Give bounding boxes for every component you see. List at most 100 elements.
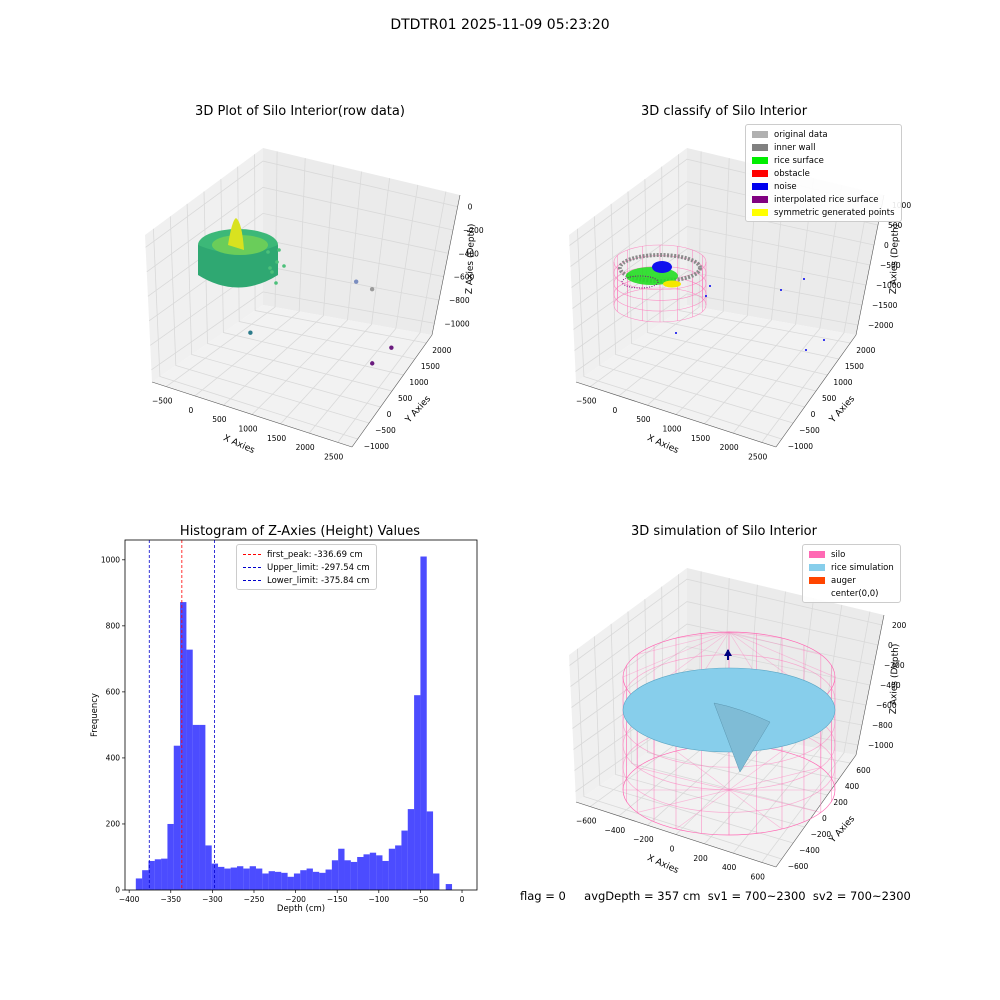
z-tick-label: −800 xyxy=(449,296,470,305)
z-tick-label: −1500 xyxy=(872,301,898,310)
y-gridline xyxy=(237,166,415,360)
legend-swatch xyxy=(809,590,825,597)
z-tick-label: 0 xyxy=(884,241,889,250)
z-gridline xyxy=(571,203,875,288)
y-tick-label: 2000 xyxy=(432,346,451,355)
back-pane xyxy=(263,148,460,335)
y-tick-label: 0 xyxy=(811,410,816,419)
silo-roof-spoke xyxy=(637,631,730,655)
y-gridline xyxy=(610,203,805,408)
legend-label: center(0,0) xyxy=(831,588,879,599)
legend-swatch xyxy=(752,157,768,164)
legend-swatch xyxy=(752,183,768,190)
noise-point xyxy=(709,285,711,287)
histogram-bar xyxy=(344,860,351,890)
panel2-title: 3D classify of Silo Interior xyxy=(640,104,808,119)
silo-roof-spoke xyxy=(728,631,836,678)
legend-swatch xyxy=(809,577,825,584)
x-tick-label: 2500 xyxy=(748,452,767,461)
noise-point xyxy=(675,332,677,334)
x-tick-label: 500 xyxy=(636,415,651,424)
z-tick-label: −600 xyxy=(876,701,897,710)
x-gridline xyxy=(732,184,843,434)
histogram-bar xyxy=(243,868,250,890)
y-tick-label: 200 xyxy=(833,798,848,807)
histogram-bar xyxy=(319,872,326,890)
histogram-bar xyxy=(218,866,225,890)
z-tick-label: −800 xyxy=(872,721,893,730)
legend-label: Upper_limit: -297.54 cm xyxy=(267,562,370,573)
y-gridline xyxy=(577,648,782,860)
histogram-bar xyxy=(350,861,358,890)
legend-swatch xyxy=(809,551,825,558)
x-tick-label: −300 xyxy=(202,895,223,904)
z-tick-label: −400 xyxy=(880,681,901,690)
y-tick-label: −500 xyxy=(375,426,396,435)
y-tick-label: 400 xyxy=(106,753,121,762)
z-tick-label: −500 xyxy=(880,261,901,270)
y-tick-label: 800 xyxy=(106,621,121,630)
x-gridline xyxy=(761,191,871,443)
y-tick-label: 500 xyxy=(398,394,413,403)
y-tick-label: 1500 xyxy=(845,362,864,371)
legend-label: symmetric generated points xyxy=(774,207,895,218)
legend-swatch xyxy=(752,131,768,138)
x-tick-label: 1000 xyxy=(238,425,257,434)
legend-item: Upper_limit: -297.54 cm xyxy=(243,561,370,574)
legend-label: first_peak: -336.69 cm xyxy=(267,549,363,560)
y-gridline xyxy=(254,154,427,344)
legend-swatch xyxy=(752,170,768,177)
x-tick-label: −50 xyxy=(412,895,428,904)
x-gridline xyxy=(223,164,334,406)
legend-item: center(0,0) xyxy=(809,587,894,600)
y-tick-label: 1000 xyxy=(833,378,852,387)
z-gridline xyxy=(572,646,871,729)
x-axis-label: X Axies xyxy=(646,853,681,876)
x-tick-label: −400 xyxy=(605,826,626,835)
x-gridline xyxy=(590,151,702,387)
x-tick-label: 1500 xyxy=(691,434,710,443)
x-gridline xyxy=(618,158,730,397)
y-gridline xyxy=(577,228,782,440)
scatter-point xyxy=(282,264,286,268)
panel3-histogram: −400 −350 −300 −250 −200 −150 −100 −50 0 0 200 400 6… xyxy=(90,539,478,914)
panel2-legend: original data inner wall rice surface obsta… xyxy=(745,124,902,222)
silo-floor-spoke xyxy=(728,789,783,830)
footer-stats: flag = 0 avgDepth = 357 cm sv1 = 700~230… xyxy=(520,889,911,903)
x-gridline xyxy=(194,158,306,397)
y-gridline xyxy=(678,154,851,344)
z-gridline xyxy=(571,623,875,708)
x-tick-label: −600 xyxy=(576,817,597,826)
peak-feature xyxy=(228,218,244,250)
scatter-point xyxy=(266,250,270,254)
legend-label: silo xyxy=(831,549,846,560)
footer-flag: flag = 0 xyxy=(520,889,566,903)
legend-line-swatch xyxy=(243,567,261,568)
histogram-bar xyxy=(331,860,339,890)
x-tick-label: 2000 xyxy=(296,443,315,452)
x-tick-label: −100 xyxy=(369,895,390,904)
histogram-bar xyxy=(148,860,155,890)
interpolated-surface xyxy=(621,275,659,289)
z-axis-line xyxy=(431,194,461,336)
x-tick-label: −200 xyxy=(633,835,654,844)
z-axis-label: Z Axies (Depth) xyxy=(465,224,477,295)
legend-item: rice simulation xyxy=(809,561,894,574)
histogram-bar xyxy=(199,724,206,890)
scatter-point xyxy=(270,270,274,274)
histogram-bar xyxy=(255,868,263,890)
histogram-bar xyxy=(249,866,256,890)
legend-swatch xyxy=(752,209,768,216)
legend-item: noise xyxy=(752,180,895,193)
y-axis-line xyxy=(775,334,857,448)
z-tick-label: 200 xyxy=(892,621,907,630)
x-axis-line xyxy=(575,801,777,868)
silo-floor-spoke xyxy=(637,789,730,813)
y-tick-label: 600 xyxy=(856,766,871,775)
y-tick-label: 1000 xyxy=(101,555,120,564)
histogram-bar xyxy=(167,823,174,890)
floor-pane xyxy=(576,305,856,447)
scatter-point xyxy=(248,330,253,335)
silo-roof-spoke xyxy=(728,631,783,639)
z-gridline xyxy=(146,186,454,273)
